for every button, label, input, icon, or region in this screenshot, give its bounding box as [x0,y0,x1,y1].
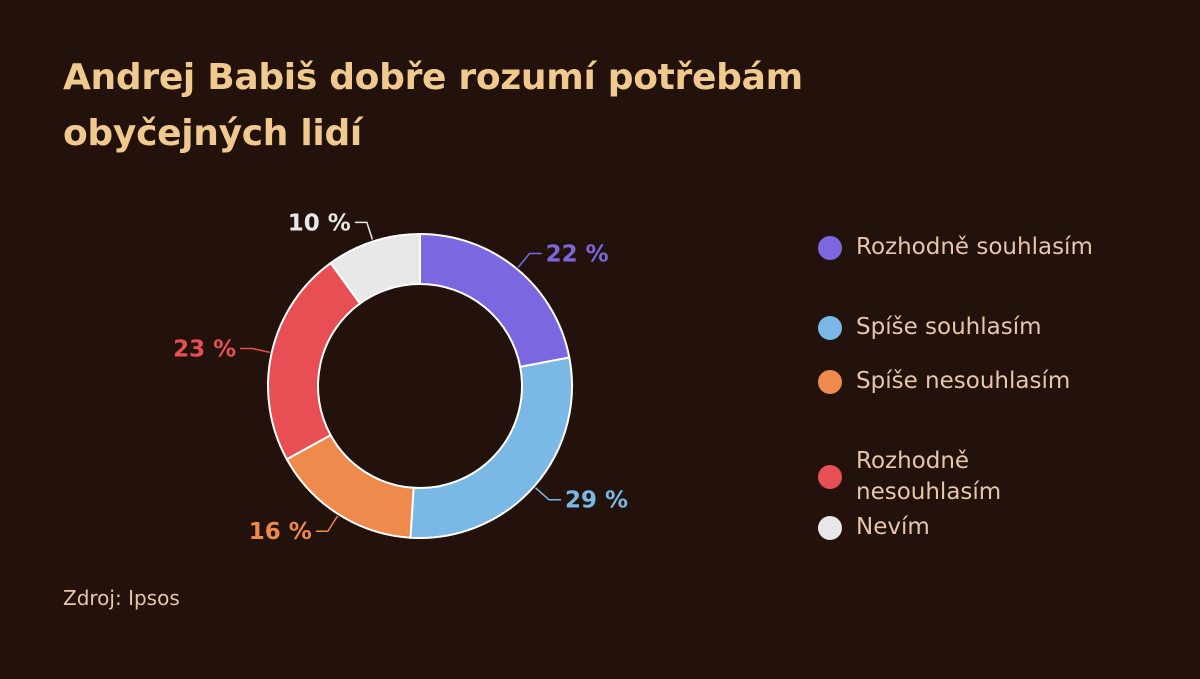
legend-item-4: Rozhodně nesouhlasím [818,446,1116,508]
legend-label-1: Rozhodně souhlasím [856,234,1093,260]
data-label-5: 10 % [288,210,351,236]
legend-label-5: Nevím [856,514,930,540]
legend-swatch-1 [818,235,842,260]
leader-line-4 [240,347,270,354]
data-label-2: 29 % [565,488,628,514]
legend-swatch-5 [818,515,842,540]
donut-slice-4 [267,261,362,461]
legend-label-3: Spíše nesouhlasím [856,368,1071,394]
donut-slice-5 [329,232,421,305]
legend-swatch-3 [818,369,842,394]
data-label-3: 16 % [249,519,312,545]
legend-item-2: Spíše souhlasím [818,312,1116,343]
source-note: Zdroj: Ipsos [63,586,180,610]
leader-line-3 [315,515,339,532]
legend-item-3: Spíše nesouhlasím [818,366,1116,397]
legend-item-1: Rozhodně souhlasím [818,232,1116,263]
chart-title: Andrej Babiš dobře rozumí potřebám obyče… [63,57,803,154]
data-label-4: 23 % [173,336,236,362]
leader-line-2 [535,487,562,501]
leader-line-5 [354,221,374,240]
legend-swatch-2 [818,315,842,340]
leader-line-1 [517,252,542,268]
legend-label-4: Rozhodně nesouhlasím [856,448,1002,505]
legend-item-5: Nevím [818,512,1116,543]
donut-slice-2 [409,356,573,539]
data-label-1: 22 % [546,241,609,267]
legend-swatch-4 [818,465,842,489]
legend-label-2: Spíše souhlasím [856,314,1042,340]
